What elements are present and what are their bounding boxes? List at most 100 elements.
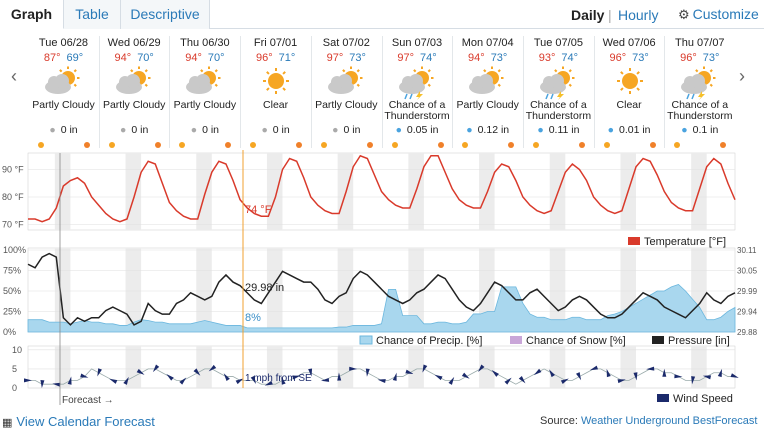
day-low: 70° [137, 52, 154, 64]
day-precip-amount: 0 in [131, 124, 149, 136]
rain-drop-icon: ● [466, 124, 473, 136]
sun-marker [391, 142, 398, 148]
wind-arrow-icon [448, 376, 455, 385]
wind-arrow-icon [136, 368, 145, 375]
wind-tick-label: 5 [12, 364, 17, 374]
tab-table[interactable]: Table [64, 0, 121, 29]
sun-marker [532, 142, 539, 148]
day-column: Mon 07/04 94° 73° Partly Cloudy ● 0.12 in [452, 36, 523, 150]
wind-arrow-icon [478, 364, 485, 373]
source-credit: Source: Weather Underground BestForecast [540, 415, 757, 427]
day-divider [310, 36, 312, 148]
rain-drop-icon: ● [190, 124, 198, 136]
wind-arrow-icon [24, 378, 32, 383]
day-precip: ● 0.11 in [523, 124, 594, 136]
night-band [196, 346, 212, 388]
day-divider [169, 36, 171, 148]
wind-arrow-icon [123, 376, 129, 385]
rain-drop-icon: ● [607, 124, 614, 136]
next-arrow-icon[interactable]: › [739, 66, 745, 86]
calendar-icon: ▦ [2, 417, 13, 429]
day-temps: 94° 73° [452, 52, 523, 66]
wind-arrow-icon [152, 364, 160, 373]
night-band [691, 346, 707, 388]
wind-arrow-icon [646, 366, 655, 371]
wind-arrow-icon [235, 378, 244, 385]
wind-arrow-icon [292, 375, 301, 380]
night-band [479, 346, 495, 388]
sun-marker [225, 142, 232, 148]
sun-marker [366, 142, 373, 148]
wind-arrow-icon [491, 370, 499, 377]
night-band [479, 248, 495, 332]
pressure-legend-swatch [652, 336, 664, 344]
sun-marker [720, 142, 727, 148]
night-band [620, 346, 637, 388]
pressure-tick-label: 29.94 [737, 308, 758, 317]
wind-arrow-icon [365, 368, 370, 377]
wind-arrow-icon [533, 368, 542, 376]
night-band [266, 153, 283, 230]
wind-arrow-icon [281, 376, 286, 385]
day-condition: Clear [263, 99, 289, 111]
day-divider [664, 36, 666, 148]
wind-arrow-icon [730, 373, 739, 378]
partly-cloudy-icon [99, 66, 170, 100]
customize-label: Customize [692, 6, 759, 22]
day-column: Thu 07/07 96° 73° Chance of a Thunderstorm ●… [664, 36, 735, 150]
wind-arrow-icon [320, 377, 330, 382]
day-high: 94° [185, 52, 202, 64]
day-column: Wed 06/29 94° 70° Partly Cloudy ● 0 in [99, 36, 170, 150]
partly-cloudy-icon [452, 66, 523, 100]
day-precip: ● 0 in [240, 124, 311, 136]
day-low: 74° [561, 52, 579, 64]
sun-markers [28, 142, 735, 150]
customize-button[interactable]: ⚙ Customize [678, 6, 759, 23]
tab-graph[interactable]: Graph [0, 0, 64, 29]
temperature-legend-swatch [628, 237, 640, 245]
source-link[interactable]: Weather Underground BestForecast [580, 415, 758, 427]
prev-arrow-icon[interactable]: ‹ [11, 66, 17, 86]
day-precip-amount: 0.12 in [477, 124, 510, 136]
tab-descriptive[interactable]: Descriptive [121, 0, 210, 29]
temp-tick-label: 80 °F [2, 192, 24, 202]
day-high: 87° [43, 52, 61, 64]
wind-arrow-icon [702, 375, 712, 380]
wind-arrow-icon [504, 377, 512, 385]
day-precip-amount: 0.01 in [619, 124, 651, 136]
sun-marker [296, 142, 303, 148]
day-precip-amount: 0.05 in [406, 124, 439, 136]
day-precip: ● 0.1 in [664, 124, 735, 136]
hourly-toggle[interactable]: Hourly [618, 7, 659, 23]
night-band [196, 248, 212, 332]
day-precip-amount: 0.1 in [692, 124, 719, 136]
day-date: Mon 07/04 [461, 37, 514, 49]
wind-legend-label: Wind Speed [673, 393, 733, 405]
wind-tick-label: 10 [12, 345, 22, 355]
sun-marker [84, 142, 90, 148]
temp-tick-label: 70 °F [2, 220, 24, 230]
thunderstorm-icon [664, 66, 735, 100]
sun-marker [603, 142, 610, 148]
wind-arrow-icon [52, 382, 61, 387]
day-divider [522, 36, 524, 148]
rain-drop-icon: ● [537, 124, 544, 136]
wind-arrow-icon [193, 368, 201, 376]
night-band [54, 346, 71, 388]
daily-toggle[interactable]: Daily [571, 7, 605, 23]
toggle-separator: | [608, 7, 612, 23]
thunderstorm-icon [523, 66, 594, 100]
day-precip: ● 0 in [169, 124, 240, 136]
cursor-precip: 8% [245, 312, 261, 324]
view-calendar-link[interactable]: ▦ View Calendar Forecast [2, 414, 155, 429]
day-high: 93° [538, 52, 556, 64]
day-low: 73° [632, 52, 649, 64]
day-precip: ● 0 in [99, 124, 170, 136]
night-band [408, 346, 424, 388]
wind-arrow-icon [560, 378, 569, 385]
day-low: 71° [278, 52, 296, 64]
cursor-temperature: 74 °F [245, 204, 272, 216]
wind-arrow-icon [518, 376, 526, 384]
sun-marker [108, 142, 115, 148]
cursor-pressure: 29.98 in [245, 282, 284, 294]
